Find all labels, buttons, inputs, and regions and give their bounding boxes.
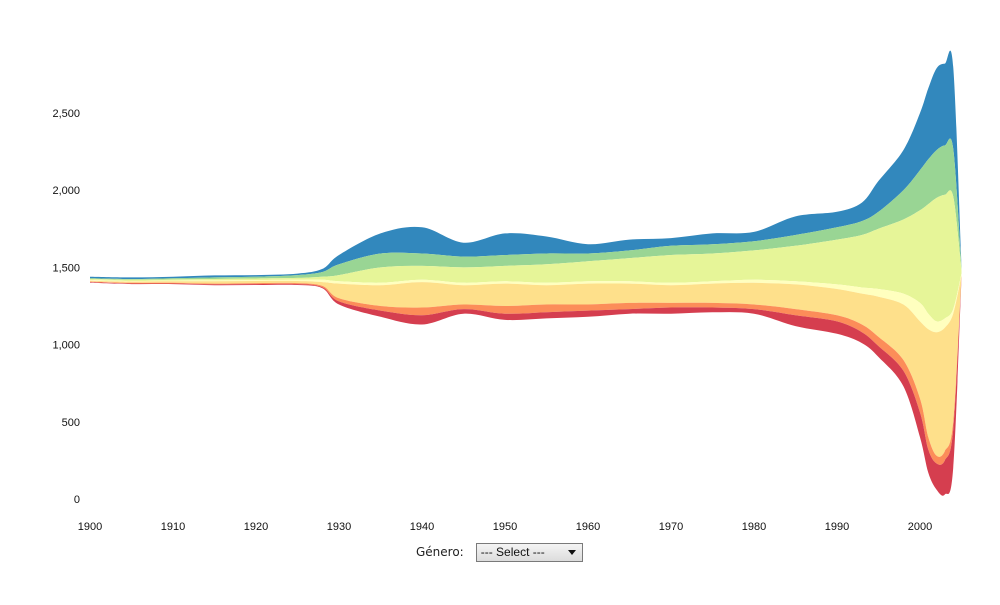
x-tick-label: 1900 — [78, 521, 102, 533]
stream-layers — [90, 50, 962, 496]
x-tick-label: 1950 — [493, 521, 517, 533]
stream-layer-3[interactable] — [90, 190, 962, 322]
genre-control: Género: --- Select --- — [416, 542, 583, 562]
genre-select[interactable]: --- Select --- — [475, 542, 583, 562]
x-tick-label: 1990 — [825, 521, 849, 533]
streamgraph-chart: 1900 1910 1920 1930 1940 1950 1960 1970 1980 1990… — [52, 50, 962, 533]
x-tick-label: 1940 — [410, 521, 434, 533]
x-tick-label: 1980 — [742, 521, 766, 533]
x-tick-label: 1910 — [161, 521, 185, 533]
x-tick-label: 1920 — [244, 521, 268, 533]
genre-label: Género: — [416, 545, 464, 559]
y-tick-label: 500 — [62, 417, 80, 429]
x-tick-label: 2000 — [908, 521, 932, 533]
genre-select-value: --- Select --- — [480, 545, 545, 559]
stream-layer-5[interactable] — [90, 275, 962, 457]
y-tick-label: 0 — [74, 494, 80, 506]
x-tick-label: 1970 — [659, 521, 683, 533]
y-tick-label: 1,500 — [52, 262, 80, 274]
y-axis: 0 500 1,000 1,500 2,000 2,500 — [52, 108, 80, 506]
y-tick-label: 1,000 — [52, 340, 80, 352]
x-tick-label: 1960 — [576, 521, 600, 533]
y-tick-label: 2,500 — [52, 108, 80, 120]
chevron-down-icon — [567, 549, 576, 555]
stream-layer-2[interactable] — [90, 138, 962, 280]
x-axis: 1900 1910 1920 1930 1940 1950 1960 1970 1980 1990… — [78, 521, 932, 533]
y-tick-label: 2,000 — [52, 185, 80, 197]
x-tick-label: 1930 — [327, 521, 351, 533]
